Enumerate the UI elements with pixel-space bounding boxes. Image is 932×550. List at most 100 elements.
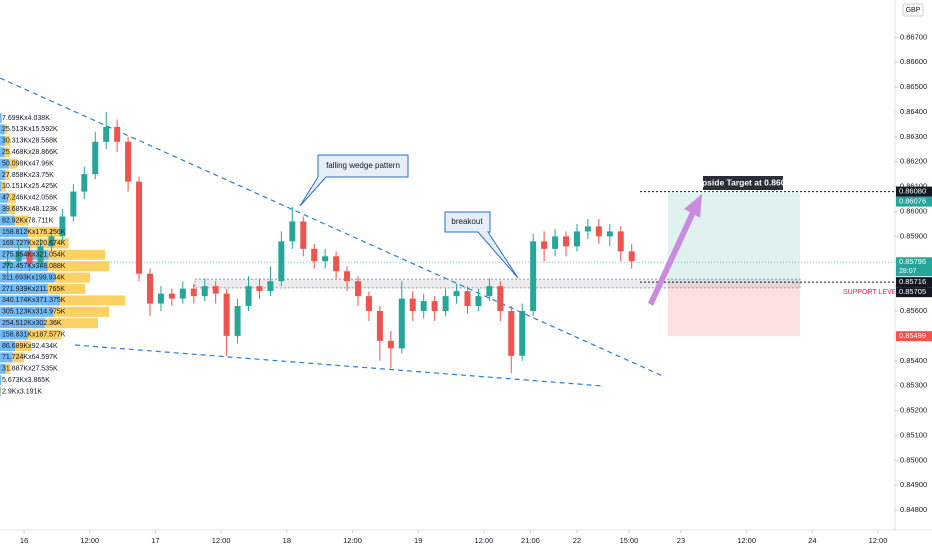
sell-volume-bar (47, 261, 110, 272)
volume-label: 271.939Kx211.765K (2, 286, 65, 293)
upper-trendline (0, 77, 666, 378)
y-tick-label: 0.85300 (900, 381, 927, 390)
candle-body (146, 273, 153, 304)
candle-body (103, 126, 110, 142)
buy-volume-bar (0, 352, 13, 363)
sell-volume-bar (15, 341, 32, 351)
buy-volume-bar (0, 204, 7, 215)
y-tick-label: 0.86700 (900, 32, 927, 41)
sell-volume-bar (8, 192, 16, 203)
callout-box (444, 211, 519, 279)
buy-volume-bar (0, 318, 45, 329)
buy-volume-bar (0, 341, 16, 351)
price-label-box (896, 186, 932, 197)
candle-body (26, 251, 33, 264)
x-tick-label: 16 (20, 536, 28, 545)
sell-volume-bar (0, 375, 2, 386)
candle-body (136, 181, 143, 274)
volume-label: 311.693Kx199.934K (2, 274, 65, 281)
breakout-label: breakout (451, 217, 483, 226)
candle-body (475, 296, 482, 307)
y-tick-label: 0.86500 (900, 82, 927, 91)
candle-body (508, 311, 515, 356)
y-tick-label: 0.85200 (900, 406, 927, 415)
candle-body (595, 226, 602, 237)
y-tick-label: 0.85900 (900, 231, 927, 240)
y-tick-label: 0.85100 (900, 430, 927, 439)
buy-volume-bar (0, 261, 48, 272)
candle-body (125, 141, 132, 182)
volume-label: 25.468Kx28.866K (2, 149, 58, 156)
buy-volume-bar (0, 329, 28, 340)
buy-volume-bar (0, 363, 6, 374)
buy-volume-bar (0, 181, 2, 192)
buy-volume-bar (0, 170, 5, 180)
candle-body (573, 231, 580, 247)
volume-label: 305.123Kx314.975K (2, 309, 66, 316)
sell-volume-bar (47, 284, 86, 294)
sell-volume-bar (4, 170, 10, 180)
volume-label: 39.685Kx48.123K (2, 206, 58, 213)
x-tick-label: 23 (677, 536, 685, 545)
sell-volume-bar (0, 386, 2, 397)
x-tick-label: 19 (414, 536, 422, 545)
buy-volume-bar (0, 295, 60, 306)
candle-body (311, 248, 318, 262)
candle-body (420, 301, 427, 312)
volume-label: 27.858Kx23.75K (2, 172, 54, 179)
volume-label: 86.689Kx92.434K (2, 343, 58, 350)
candle-body (398, 298, 405, 349)
sell-volume-bar (53, 306, 110, 317)
volume-label: 340.174Kx371.375K (2, 297, 66, 304)
buy-volume-bar (0, 284, 48, 294)
buy-volume-bar (0, 227, 28, 237)
volume-label: 7.699Kx4.038K (2, 115, 50, 122)
candle-body (234, 306, 241, 336)
candle-body (453, 291, 460, 297)
price-label: 0.85705 (899, 287, 926, 296)
x-tick-label: 21:00 (521, 536, 540, 545)
price-label: 0.86076 (899, 197, 926, 206)
candle-body (486, 286, 493, 297)
volume-label: 31.887Kx27.535K (2, 366, 58, 373)
sell-volume-bar (44, 318, 99, 329)
buy-volume-bar (0, 147, 5, 158)
y-tick-label: 0.85000 (900, 455, 927, 464)
x-tick-label: 22 (573, 536, 581, 545)
y-tick-label: 0.86300 (900, 132, 927, 141)
breakout-callout: breakout (444, 211, 519, 279)
y-tick-label: 0.86200 (900, 157, 927, 166)
target-label: Upside Target at 0.8608 (696, 177, 791, 187)
candle-body (563, 236, 570, 247)
sell-volume-bar (27, 329, 61, 340)
candle-body (300, 221, 307, 249)
price-label: 0.85499 (899, 331, 926, 340)
support-label: SUPPORT LEVEL (843, 289, 900, 296)
volume-label: 158.812Kx175.256K (2, 229, 66, 236)
buy-volume-bar (0, 386, 1, 397)
candle-body (365, 296, 372, 312)
candle-body (289, 221, 296, 242)
candle-body (606, 231, 613, 237)
sell-volume-bar (1, 113, 3, 123)
candle-body (552, 236, 559, 249)
currency-box (902, 3, 924, 17)
volume-label: 254.512Kx302.36K (2, 320, 62, 327)
candle-body (223, 293, 230, 336)
volume-label: 169.727Kx220.674K (2, 240, 66, 247)
candle-body (114, 126, 121, 142)
x-tick-label: 12:00 (869, 536, 888, 545)
buy-volume-bar (0, 135, 6, 146)
volume-label: 82.92Kx78.711K (2, 217, 54, 224)
buy-volume-bar (0, 215, 15, 226)
candle-body (541, 241, 548, 249)
sell-volume-bar (8, 158, 18, 169)
volume-label: 275.954Kx321.054K (2, 252, 66, 259)
volume-label: 10.151Kx25.425K (2, 183, 58, 190)
candle-body (464, 291, 471, 307)
volume-label: 25.513Kx15.592K (2, 126, 58, 133)
callout-box (299, 154, 409, 207)
sell-volume-bar (59, 295, 126, 306)
candle-body (442, 296, 449, 312)
